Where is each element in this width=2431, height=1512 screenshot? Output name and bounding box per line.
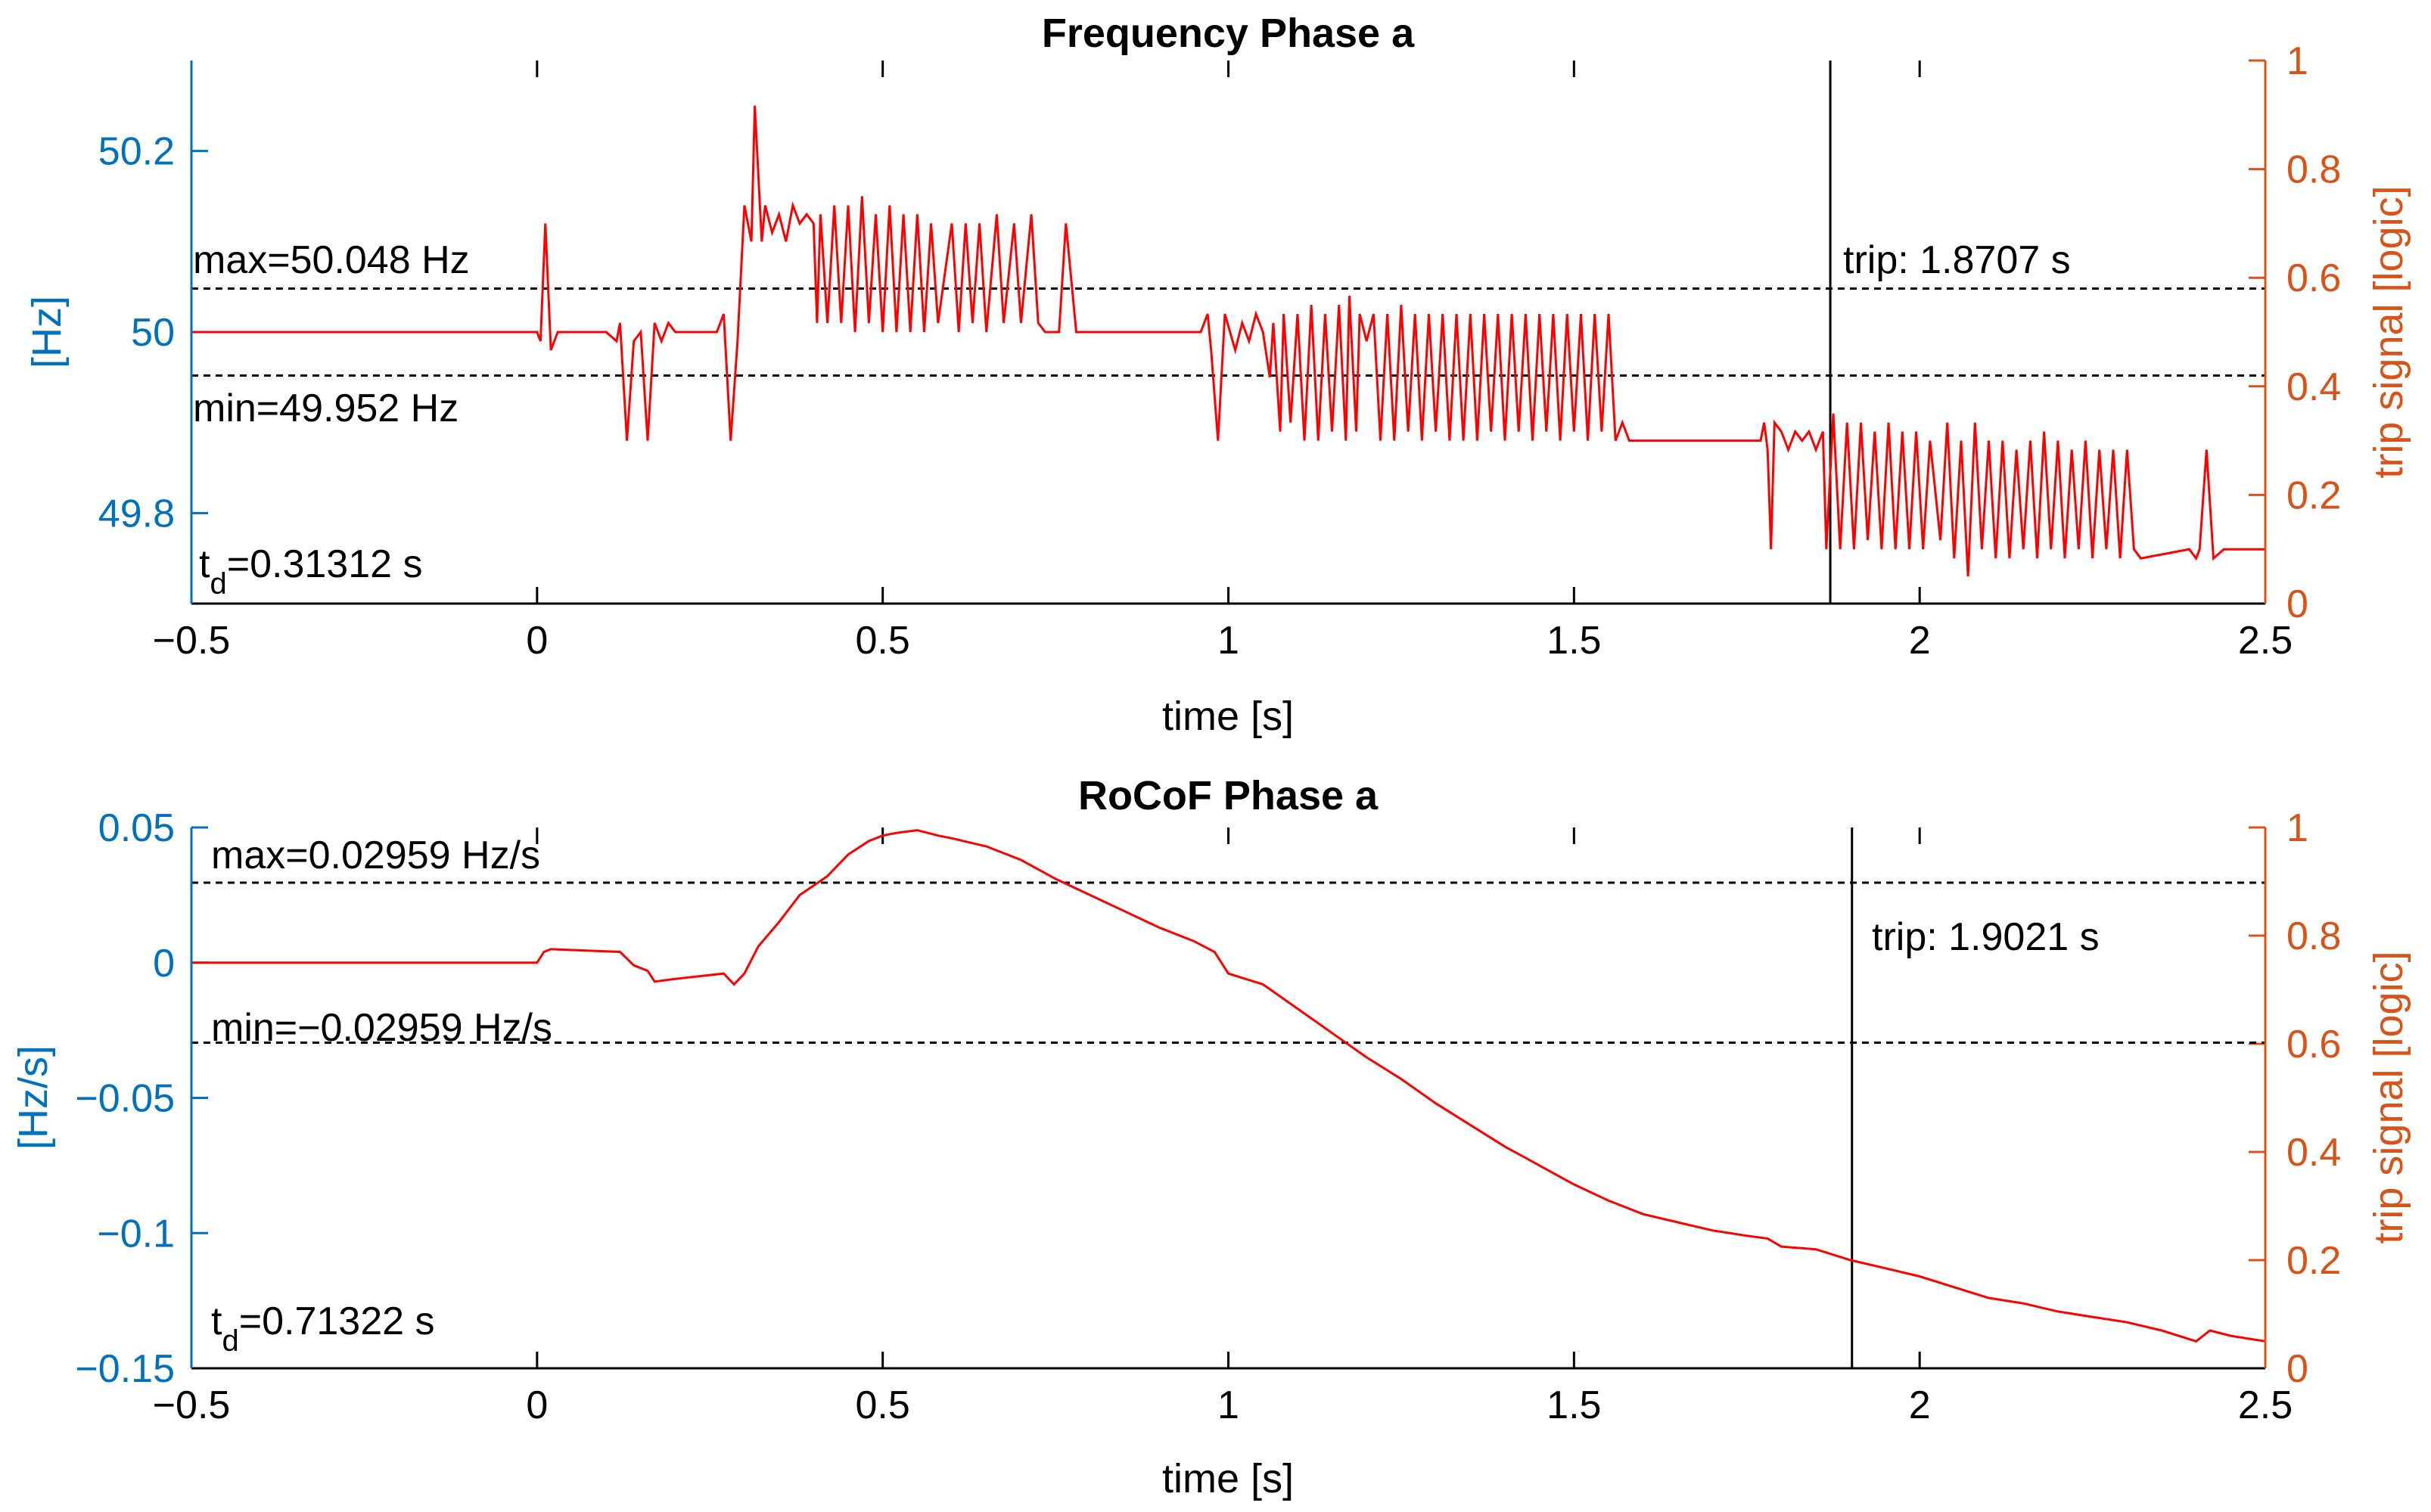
plot-layer <box>191 61 2265 604</box>
y-axis-ticks: 49.8 50 50.2 <box>98 130 208 536</box>
x-tick-label: 2.5 <box>2238 1383 2293 1427</box>
right-tick-label: 0.8 <box>2286 148 2341 192</box>
td-subscript: d <box>222 1324 238 1358</box>
td-subscript: d <box>210 567 226 601</box>
y-axis-label: [Hz/s] <box>11 1045 56 1150</box>
x-axis-label: time [s] <box>1162 1456 1294 1501</box>
x-tick-label: 1 <box>1217 1383 1239 1427</box>
right-tick-label: 0.8 <box>2286 914 2341 958</box>
right-axis-ticks: 0 0.2 0.4 0.6 0.8 1 <box>2249 39 2341 626</box>
right-tick-label: 0.2 <box>2286 1239 2341 1283</box>
trip-time-label: trip: 1.8707 s <box>1843 238 2071 282</box>
x-tick-label: 2.5 <box>2238 619 2293 663</box>
y-axis-label: [Hz] <box>24 296 70 368</box>
y-tick-label: 0.05 <box>98 806 175 850</box>
right-axis-ticks: 0 0.2 0.4 0.6 0.8 1 <box>2249 806 2341 1391</box>
frequency-chart: Frequency Phase a −0.5 0 0.5 1 1.5 2 2.5 49.8 5… <box>24 11 2411 739</box>
right-tick-label: 0.6 <box>2286 256 2341 300</box>
x-tick-label: 0.5 <box>856 619 910 663</box>
x-tick-label: 2 <box>1909 619 1931 663</box>
right-tick-label: 1 <box>2286 39 2308 83</box>
x-tick-label: 0 <box>526 1383 548 1427</box>
rocof-series-line <box>191 829 2266 1343</box>
trip-time-label: trip: 1.9021 s <box>1872 915 2100 959</box>
right-tick-label: 0 <box>2286 1347 2308 1391</box>
right-tick-label: 0.4 <box>2286 1131 2341 1175</box>
x-tick-label: 0 <box>526 619 548 663</box>
td-label: td=0.31312 s <box>199 542 422 601</box>
y-tick-label: 49.8 <box>98 492 175 536</box>
right-tick-label: 0 <box>2286 582 2308 626</box>
y-tick-label: −0.1 <box>97 1212 175 1256</box>
min-threshold-label: min=−0.02959 Hz/s <box>211 1006 552 1050</box>
chart-title: RoCoF Phase a <box>1078 773 1379 818</box>
max-threshold-label: max=50.048 Hz <box>193 238 470 282</box>
min-threshold-label: min=49.952 Hz <box>193 387 459 430</box>
x-axis-ticks: −0.5 0 0.5 1 1.5 2 2.5 <box>153 61 2293 663</box>
x-tick-label: −0.5 <box>153 619 231 663</box>
frequency-series-line <box>191 105 2265 577</box>
td-label: td=0.71322 s <box>211 1299 434 1358</box>
y-tick-label: 50 <box>131 311 175 355</box>
plot-layer <box>191 827 2266 1368</box>
rocof-chart: RoCoF Phase a −0.5 0 0.5 1 1.5 2 2.5 −0.15−0.1… <box>11 773 2411 1501</box>
x-tick-label: 1.5 <box>1547 619 1601 663</box>
y-tick-label: 50.2 <box>98 130 175 174</box>
td-symbol: t <box>199 542 210 586</box>
td-symbol: t <box>211 1299 222 1343</box>
x-axis-label: time [s] <box>1162 694 1294 739</box>
td-value: =0.31312 s <box>227 542 423 586</box>
x-tick-label: 1.5 <box>1547 1383 1601 1427</box>
chart-title: Frequency Phase a <box>1042 11 1415 56</box>
y-tick-label: −0.05 <box>75 1077 175 1121</box>
td-value: =0.71322 s <box>239 1299 435 1343</box>
x-tick-label: 2 <box>1909 1383 1931 1427</box>
x-tick-label: 1 <box>1217 619 1239 663</box>
x-tick-label: −0.5 <box>153 1383 231 1427</box>
right-axis-label: trip signal [logic] <box>2366 185 2411 478</box>
right-axis-label: trip signal [logic] <box>2366 951 2411 1243</box>
right-tick-label: 0.6 <box>2286 1023 2341 1066</box>
y-tick-label: 0 <box>153 942 175 986</box>
y-axis-ticks: −0.15 −0.1 −0.05 0 0.05 <box>75 806 208 1391</box>
right-tick-label: 0.4 <box>2286 365 2341 409</box>
right-tick-label: 0.2 <box>2286 473 2341 517</box>
y-tick-label: −0.15 <box>75 1347 175 1391</box>
right-tick-label: 1 <box>2286 806 2308 850</box>
max-threshold-label: max=0.02959 Hz/s <box>211 834 540 877</box>
x-tick-label: 0.5 <box>856 1383 910 1427</box>
